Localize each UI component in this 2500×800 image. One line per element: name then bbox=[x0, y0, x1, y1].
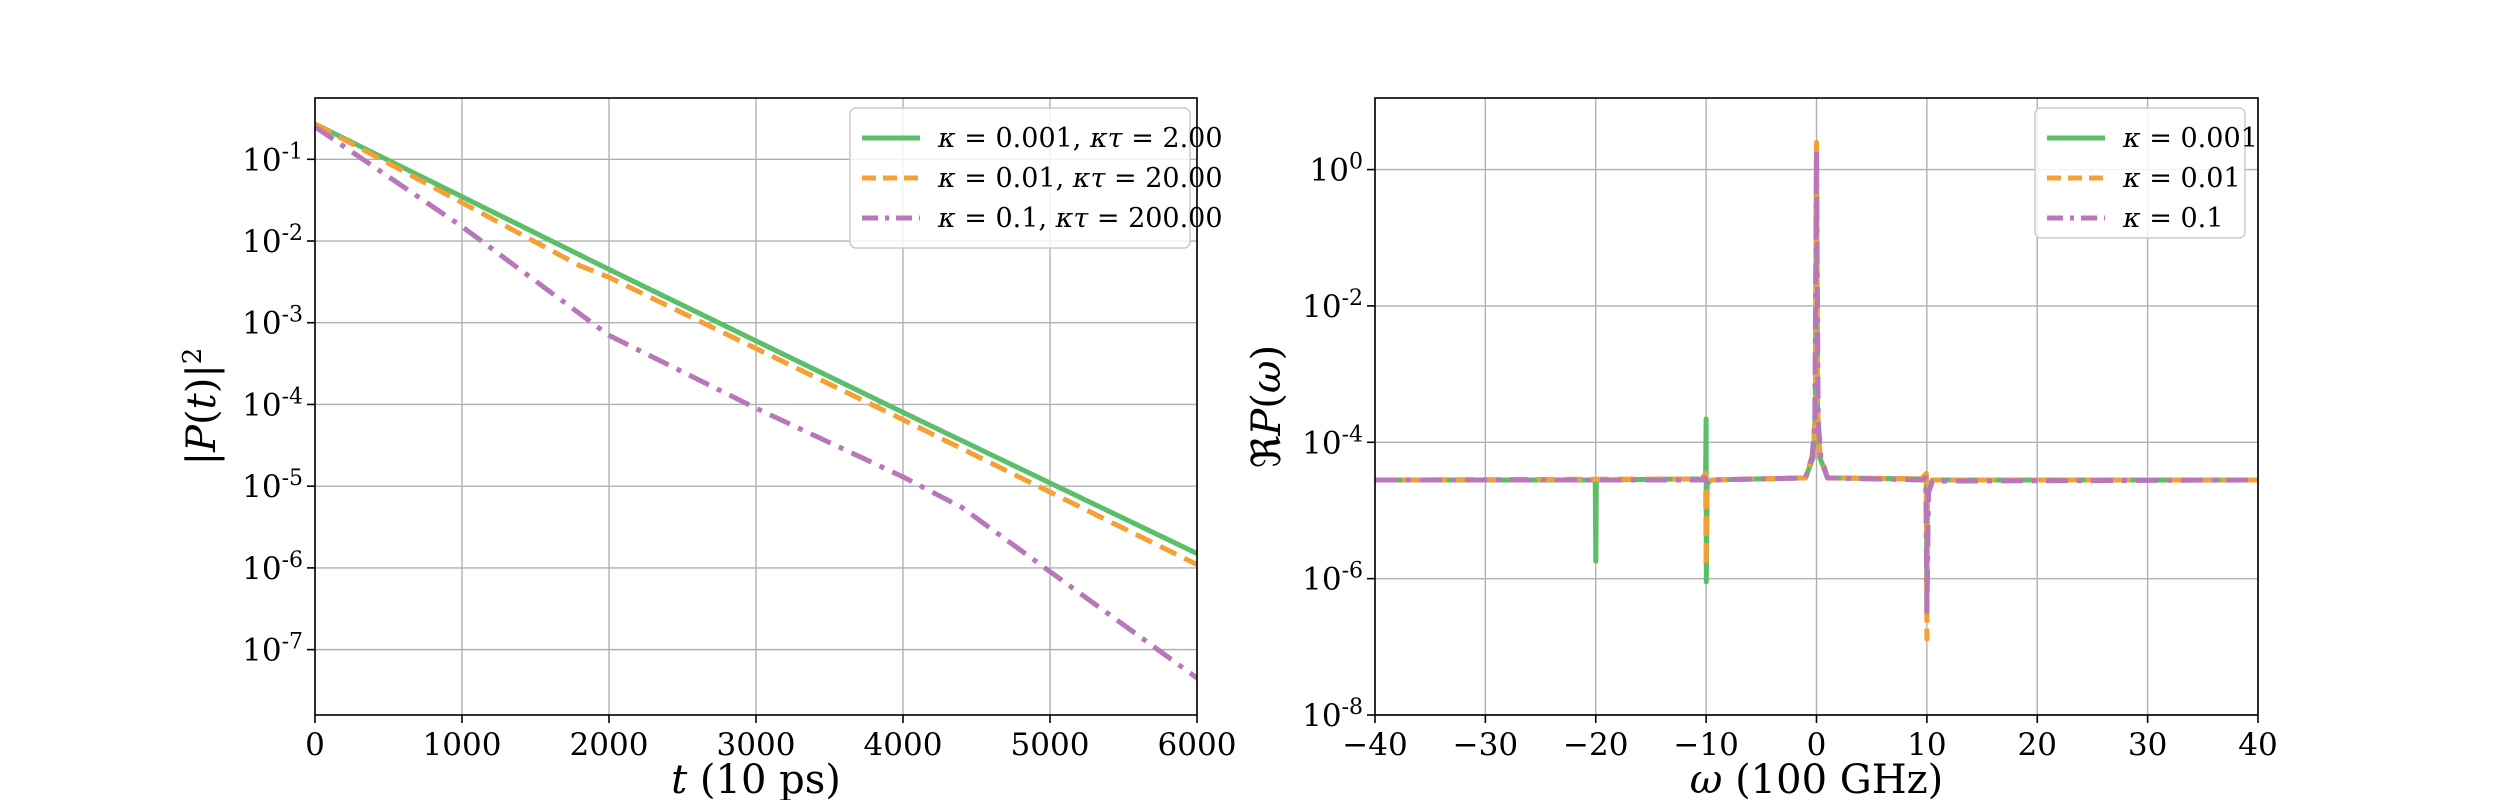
y-tick-label: 10-8 bbox=[1302, 695, 1363, 734]
x-tick-label: 6000 bbox=[1158, 727, 1237, 763]
x-tick-label: 4000 bbox=[864, 727, 943, 763]
x-tick-label: −10 bbox=[1673, 727, 1738, 763]
x-tick-label: 5000 bbox=[1011, 727, 1090, 763]
x-tick-label: −20 bbox=[1563, 727, 1628, 763]
x-tick-label: 20 bbox=[2018, 727, 2057, 763]
x-tick-label: −40 bbox=[1342, 727, 1407, 763]
y-tick-label: 10-6 bbox=[242, 548, 303, 587]
series-group bbox=[315, 121, 1197, 681]
chart-panel-left: 0 1000 2000 3000 4000 5000 6000 10-1 10-2 10-3 10-… bbox=[178, 97, 1237, 800]
x-tick-label: 10 bbox=[1907, 727, 1946, 763]
x-axis-title: t (10 ps) bbox=[671, 757, 841, 800]
y-tick-label: 10-2 bbox=[1302, 286, 1363, 325]
x-tick-label: 1000 bbox=[423, 727, 502, 763]
x-tick-label: 0 bbox=[305, 727, 325, 763]
series-line-2 bbox=[1375, 140, 2258, 642]
y-tick-label: 10-6 bbox=[1302, 559, 1363, 598]
y-tick-label: 10-1 bbox=[242, 139, 303, 178]
legend-box bbox=[849, 107, 1191, 249]
x-axis-title: ω (100 GHz) bbox=[1690, 757, 1944, 800]
x-tick-label: 0 bbox=[1807, 727, 1827, 763]
y-tick-label: 10-5 bbox=[242, 466, 303, 505]
legend-label-3: κ = 0.1, κτ = 200.00 bbox=[937, 203, 1223, 234]
x-tick-label: 2000 bbox=[570, 727, 649, 763]
y-axis-title: ℜP(ω) bbox=[1244, 345, 1290, 468]
y-tick-label: 10-4 bbox=[242, 384, 303, 423]
x-tick-label: 30 bbox=[2128, 727, 2167, 763]
x-tick-label: −30 bbox=[1453, 727, 1518, 763]
series-group bbox=[1375, 140, 2258, 642]
legend-label-1: κ = 0.001 bbox=[2122, 123, 2258, 154]
x-tick-label: 3000 bbox=[717, 727, 796, 763]
legend-label-1: κ = 0.001, κτ = 2.00 bbox=[937, 123, 1223, 154]
legend-label-2: κ = 0.01, κτ = 20.00 bbox=[937, 163, 1223, 194]
chart-panel-right: −40 −30 −20 −10 0 10 20 30 40 100 10-2 10-4 10-6 10-8… bbox=[1244, 97, 2278, 800]
y-tick-label: 10-7 bbox=[242, 630, 303, 669]
y-tick-label: 10-4 bbox=[1302, 422, 1363, 461]
legend-label-3: κ = 0.1 bbox=[2122, 203, 2223, 234]
legend: κ = 0.001, κτ = 2.00 κ = 0.01, κτ = 20.00… bbox=[849, 107, 1223, 249]
series-line-3 bbox=[315, 124, 1197, 681]
series-line-2 bbox=[315, 121, 1197, 567]
series-line-1 bbox=[315, 121, 1197, 556]
y-tick-label: 10-3 bbox=[242, 303, 303, 342]
y-tick-label: 10-2 bbox=[242, 221, 303, 260]
y-tick-label: 100 bbox=[1310, 150, 1363, 189]
x-tick-label: 40 bbox=[2238, 727, 2277, 763]
legend-label-2: κ = 0.01 bbox=[2122, 163, 2241, 194]
series-line-3 bbox=[1375, 148, 2258, 617]
legend: κ = 0.001 κ = 0.01 κ = 0.1 bbox=[2034, 107, 2258, 239]
y-axis-title: |P(t)|2 bbox=[178, 348, 225, 466]
